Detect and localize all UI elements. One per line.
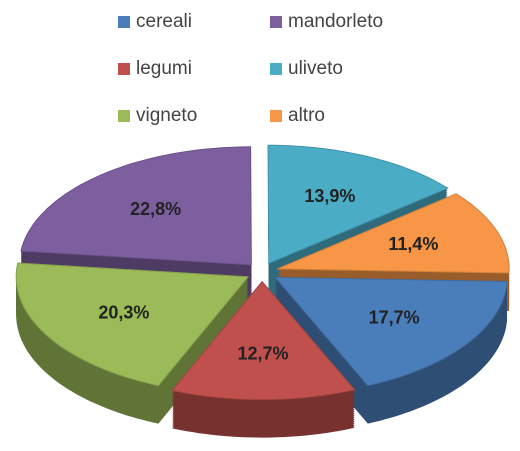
slice: [20, 146, 252, 266]
slice: [15, 262, 250, 387]
legend-swatch: [118, 110, 130, 122]
data-label: 20,3%: [98, 302, 149, 322]
legend-label: altro: [288, 105, 325, 126]
legend-label: vigneto: [136, 105, 197, 126]
data-label: 22,8%: [130, 199, 181, 219]
legend-label: mandorleto: [288, 11, 383, 32]
slice: [171, 280, 356, 401]
data-label: 17,7%: [369, 307, 420, 327]
legend-swatch: [118, 16, 130, 28]
legend-swatch: [270, 110, 282, 122]
data-label: 11,4%: [388, 234, 438, 254]
legend-label: legumi: [136, 58, 192, 79]
legend-swatch: [270, 16, 282, 28]
legend-label: cereali: [136, 11, 192, 32]
data-label: 13,9%: [304, 186, 355, 206]
legend-label: uliveto: [288, 58, 343, 79]
slice: [267, 144, 449, 265]
slice: [274, 276, 508, 387]
slice: [276, 193, 510, 274]
legend-swatch: [270, 63, 282, 75]
data-label: 12,7%: [238, 344, 289, 364]
legend-swatch: [118, 63, 130, 75]
